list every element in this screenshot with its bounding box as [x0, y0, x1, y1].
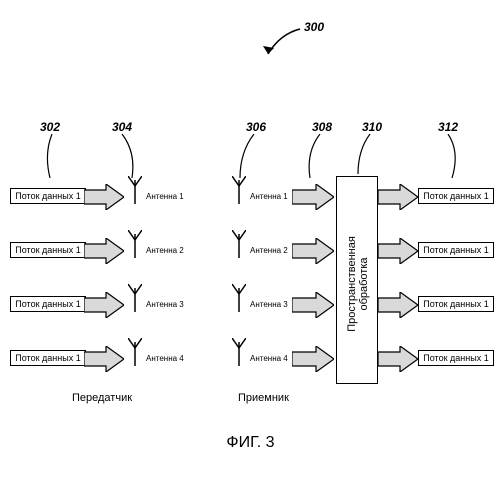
rx-antenna-2-label: Антенна 2 [250, 246, 288, 255]
tx-antenna-1-icon [128, 176, 142, 204]
processing-label: Пространственнаяобработка [346, 226, 370, 342]
tx-section-label: Передатчик [72, 392, 132, 404]
out-stream-1: Поток данных 1 [418, 188, 494, 204]
leader-302 [44, 134, 64, 178]
tx-antenna-4-label: Антенна 4 [146, 354, 184, 363]
tx-antenna-3-label: Антенна 3 [146, 300, 184, 309]
leader-308 [304, 134, 328, 178]
tx-stream-2: Поток данных 1 [10, 242, 86, 258]
out-stream-3: Поток данных 1 [418, 296, 494, 312]
tx-arrow-1 [84, 184, 124, 210]
ref-306: 306 [246, 120, 266, 134]
rx-antenna-3-icon [232, 284, 246, 312]
rx-antenna-3-label: Антенна 3 [250, 300, 288, 309]
tx-stream-4: Поток данных 1 [10, 350, 86, 366]
figure-caption: ФИГ. 3 [0, 434, 501, 452]
ref-312: 312 [438, 120, 458, 134]
rx-antenna-2-icon [232, 230, 246, 258]
rx-arrow-1 [292, 184, 334, 210]
rx-section-label: Приемник [238, 392, 289, 404]
rx-arrow-3 [292, 292, 334, 318]
rx-arrow-4 [292, 346, 334, 372]
rx-antenna-1-label: Антенна 1 [250, 192, 288, 201]
out-arrow-4 [378, 346, 418, 372]
rx-antenna-4-label: Антенна 4 [250, 354, 288, 363]
tx-antenna-2-label: Антенна 2 [146, 246, 184, 255]
out-arrow-1 [378, 184, 418, 210]
tx-antenna-1-label: Антенна 1 [146, 192, 184, 201]
tx-antenna-2-icon [128, 230, 142, 258]
tx-arrow-4 [84, 346, 124, 372]
out-stream-4: Поток данных 1 [418, 350, 494, 366]
ref-310: 310 [362, 120, 382, 134]
rx-arrow-2 [292, 238, 334, 264]
tx-arrow-2 [84, 238, 124, 264]
figure-canvas: { "figure": { "ref_main": "300", "captio… [0, 0, 501, 500]
ref-304: 304 [112, 120, 132, 134]
tx-antenna-3-icon [128, 284, 142, 312]
tx-stream-3: Поток данных 1 [10, 296, 86, 312]
leader-304 [118, 134, 142, 178]
tx-arrow-3 [84, 292, 124, 318]
out-arrow-2 [378, 238, 418, 264]
leader-312 [438, 134, 462, 178]
ref-308: 308 [312, 120, 332, 134]
rx-antenna-1-icon [232, 176, 246, 204]
main-ref-arrow [260, 26, 310, 66]
leader-310 [356, 134, 376, 174]
tx-stream-1: Поток данных 1 [10, 188, 86, 204]
ref-302: 302 [40, 120, 60, 134]
ref-main: 300 [304, 20, 324, 34]
out-arrow-3 [378, 292, 418, 318]
tx-antenna-4-icon [128, 338, 142, 366]
leader-306 [236, 134, 260, 178]
rx-antenna-4-icon [232, 338, 246, 366]
out-stream-2: Поток данных 1 [418, 242, 494, 258]
